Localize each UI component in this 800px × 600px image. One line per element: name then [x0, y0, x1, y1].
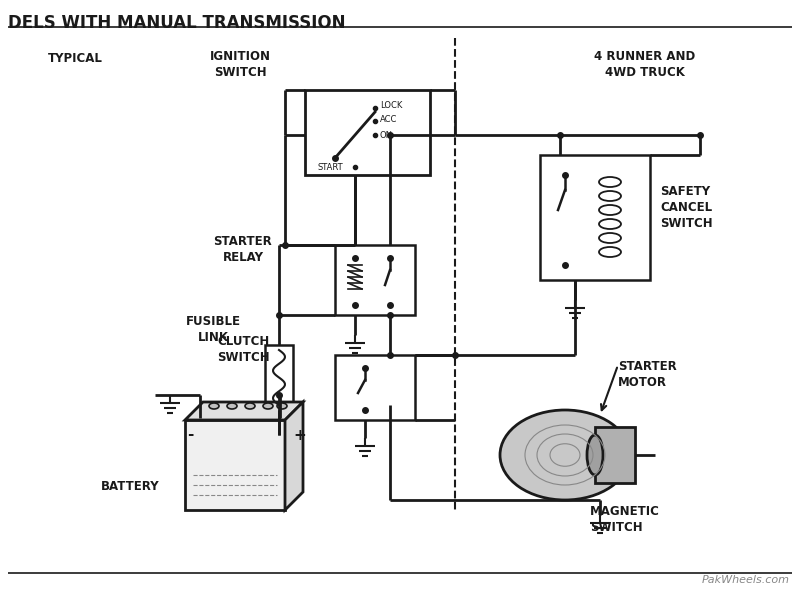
Text: DELS WITH MANUAL TRANSMISSION: DELS WITH MANUAL TRANSMISSION	[8, 14, 346, 32]
Text: BATTERY: BATTERY	[101, 480, 159, 493]
Text: 4 RUNNER AND
4WD TRUCK: 4 RUNNER AND 4WD TRUCK	[594, 50, 696, 79]
Text: TYPICAL: TYPICAL	[47, 52, 102, 65]
Text: IGNITION
SWITCH: IGNITION SWITCH	[210, 50, 270, 79]
Text: PakWheels.com: PakWheels.com	[702, 575, 790, 585]
Bar	[335, 245, 415, 315]
Ellipse shape	[227, 403, 237, 409]
Text: MAGNETIC
SWITCH: MAGNETIC SWITCH	[590, 505, 660, 534]
Bar	[265, 345, 293, 410]
Text: STARTER
MOTOR: STARTER MOTOR	[618, 360, 677, 389]
Text: ON: ON	[380, 130, 393, 139]
Text: STARTER
RELAY: STARTER RELAY	[214, 235, 272, 264]
Polygon shape	[285, 402, 303, 510]
Text: -: -	[187, 427, 193, 443]
Text: +: +	[294, 427, 306, 443]
Polygon shape	[185, 402, 303, 420]
Ellipse shape	[263, 403, 273, 409]
Ellipse shape	[209, 403, 219, 409]
Ellipse shape	[500, 410, 630, 500]
Ellipse shape	[277, 403, 287, 409]
Ellipse shape	[587, 435, 603, 475]
Bar	[335, 355, 415, 420]
Text: ACC: ACC	[380, 115, 398, 124]
Bar	[595, 427, 635, 483]
Text: CLUTCH
SWITCH: CLUTCH SWITCH	[217, 335, 270, 364]
Text: LOCK: LOCK	[380, 100, 402, 109]
Text: FUSIBLE
LINK: FUSIBLE LINK	[186, 315, 241, 344]
Ellipse shape	[245, 403, 255, 409]
Bar	[305, 90, 430, 175]
Text: START: START	[318, 163, 344, 172]
Text: SAFETY
CANCEL
SWITCH: SAFETY CANCEL SWITCH	[660, 185, 713, 230]
Bar	[540, 155, 650, 280]
Bar	[185, 420, 285, 510]
